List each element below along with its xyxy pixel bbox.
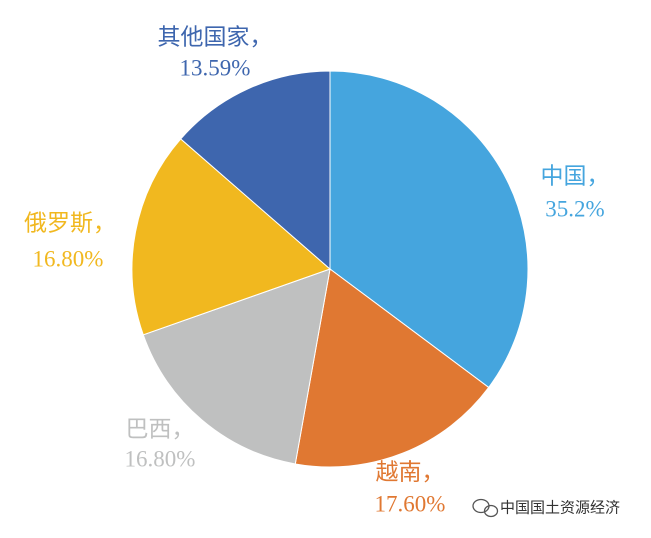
category-label: 俄罗斯， [24, 210, 116, 235]
pie-slice [180, 70, 331, 271]
value-label: 16.80% [125, 446, 196, 471]
pie-slice [294, 268, 490, 468]
category-label: 越南， [376, 459, 445, 484]
value-label: 13.59% [180, 55, 251, 80]
value-label: 17.60% [375, 491, 446, 516]
pie-slice [142, 268, 331, 465]
watermark-icon [472, 498, 499, 518]
watermark: 中国国土资源经济 [500, 499, 620, 517]
pie-slice [329, 70, 529, 389]
category-label: 其他国家， [158, 24, 273, 49]
pie-slice [131, 138, 331, 336]
category-label: 巴西， [126, 416, 195, 441]
value-label: 16.80% [33, 246, 104, 271]
value-label: 35.2% [545, 196, 604, 221]
category-label: 中国， [541, 163, 610, 188]
